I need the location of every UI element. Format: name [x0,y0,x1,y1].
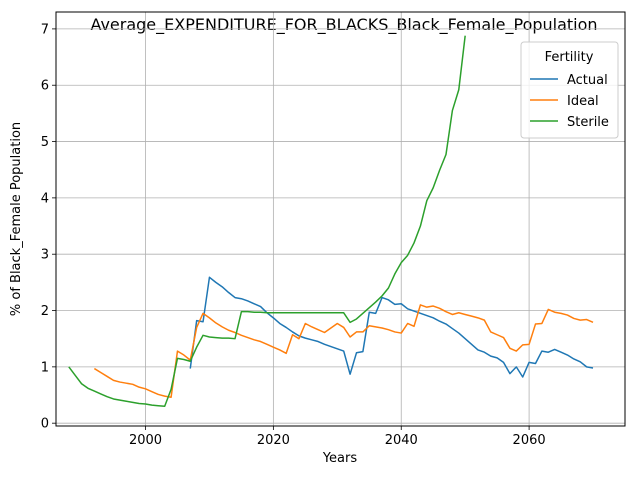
chart-title: Average_EXPENDITURE_FOR_BLACKS_Black_Fem… [90,15,597,35]
legend-entry-ideal: Ideal [567,94,599,109]
y-tick-label: 1 [41,360,49,375]
series-line-sterile [68,35,466,408]
y-tick-label: 6 [41,79,49,94]
y-tick-label: 7 [41,22,49,37]
x-tick-label: 2060 [513,433,546,448]
legend: Fertility Actual Ideal Sterile [520,41,619,139]
y-tick-label: 3 [41,248,49,263]
series-lines [68,35,594,408]
y-axis-label: % of Black_Female Population [9,122,24,316]
axes: 2000 2020 2040 2060 0 1 2 3 4 5 6 7 [41,22,546,448]
x-axis-label: Years [322,451,358,466]
y-tick-label: 2 [41,304,49,319]
series-line-ideal [93,304,594,399]
x-tick-label: 2020 [257,433,290,448]
legend-box [520,41,619,139]
plot-frame [55,11,626,427]
legend-entry-sterile: Sterile [567,115,609,130]
y-tick-label: 5 [41,135,49,150]
y-tick-label: 4 [41,191,49,206]
legend-title: Fertility [545,50,594,65]
x-tick-label: 2040 [385,433,418,448]
x-tick-label: 2000 [129,433,162,448]
series-line-actual [189,276,594,378]
legend-entry-actual: Actual [567,73,608,88]
y-tick-label: 0 [41,417,49,432]
